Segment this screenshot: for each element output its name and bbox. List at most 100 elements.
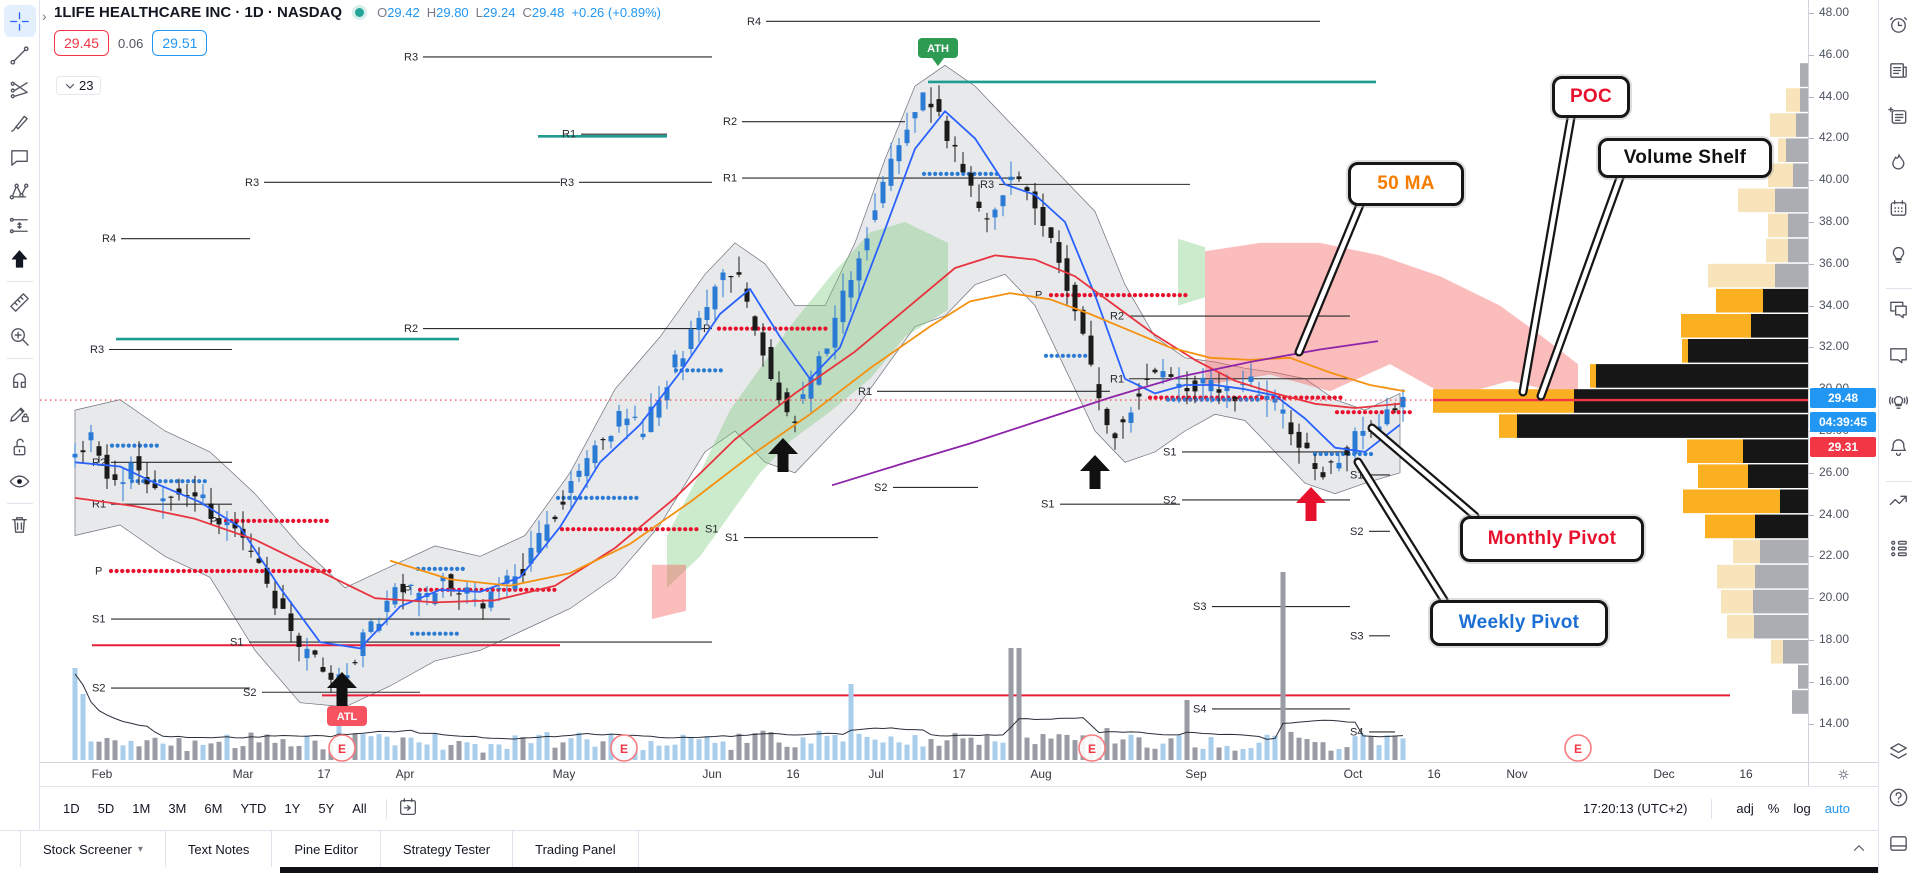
text-note-tool[interactable]	[4, 141, 36, 173]
tab-strategy-tester[interactable]: Strategy Tester	[381, 831, 514, 867]
pivot-dot-row	[555, 495, 639, 500]
ichimoku-cloud	[667, 222, 948, 588]
volume-profile-row	[1771, 640, 1783, 664]
lock-tool[interactable]	[4, 431, 36, 463]
signal-arrow[interactable]	[1080, 455, 1110, 489]
signal-arrow[interactable]	[327, 672, 357, 706]
toolbar-expander-icon[interactable]: ›	[42, 8, 47, 24]
eye-tool[interactable]	[4, 465, 36, 497]
price-axis[interactable]: 48.00 46.00 44.00 42.00 40.00 38.00 36.00 34.00…	[1808, 0, 1878, 762]
pivot-label: R3	[90, 344, 104, 356]
help-tool[interactable]	[1883, 781, 1915, 813]
ma-line[interactable]	[74, 110, 1401, 650]
gear-icon	[1838, 769, 1849, 780]
calendar-tool[interactable]	[1883, 192, 1915, 224]
range-button-1y[interactable]: 1Y	[284, 801, 301, 816]
range-button-3m[interactable]: 3M	[168, 801, 187, 816]
pivot-dot-row	[673, 368, 723, 373]
go-to-date-button[interactable]	[397, 796, 419, 821]
data-window-icon	[1888, 106, 1907, 124]
callout-monthly-pivot[interactable]: Monthly Pivot	[1460, 516, 1644, 562]
bottom-panel-tool[interactable]	[1883, 827, 1915, 859]
range-button-ytd[interactable]: YTD	[240, 801, 267, 816]
range-button-1d[interactable]: 1D	[63, 801, 80, 816]
volume-profile-row	[1596, 364, 1808, 388]
fib-tools-tool[interactable]	[4, 73, 36, 105]
ideas-bulb-tool[interactable]	[1883, 238, 1915, 270]
forecast-tool[interactable]	[4, 209, 36, 241]
trash-tool[interactable]	[4, 508, 36, 540]
news-tool[interactable]	[1883, 54, 1915, 86]
range-button-5d[interactable]: 5D	[97, 801, 115, 816]
range-button-5y[interactable]: 5Y	[318, 801, 335, 816]
pivot-label: R1	[858, 386, 872, 398]
data-window-tool[interactable]	[1883, 100, 1915, 132]
chart-area[interactable]: R4 R3 R2 R1 S1 S2 R3 R3 S1 S2 R2 R3 R1 R4 R2 R1 R3 R1 R2 R1…	[40, 0, 1878, 762]
earnings-marker[interactable]: E	[1078, 734, 1106, 762]
divider	[6, 358, 33, 359]
object-tree-tool[interactable]	[1883, 735, 1915, 767]
pivot-label: R2	[723, 116, 737, 128]
tab-trading-panel[interactable]: Trading Panel	[513, 831, 639, 867]
dom-tool[interactable]	[1883, 532, 1915, 564]
xabcd-pattern-tool[interactable]	[4, 175, 36, 207]
magnet-tool[interactable]	[4, 363, 36, 395]
earnings-marker[interactable]: E	[328, 734, 356, 762]
brush-tool[interactable]	[4, 107, 36, 139]
range-button-6m[interactable]: 6M	[204, 801, 223, 816]
volume-profile-row	[1721, 589, 1753, 614]
callout-volume-shelf[interactable]: Volume Shelf	[1598, 138, 1772, 178]
buy-price-button[interactable]: 29.51	[152, 30, 208, 56]
sell-price-button[interactable]: 29.45	[54, 30, 110, 56]
arrow-marker-tool[interactable]	[4, 243, 36, 275]
time-axis[interactable]: Feb Mar 17 Apr May Jun 16 Jul 17 Aug Sep Oct 16 Nov De…	[40, 762, 1878, 786]
callout-weekly-pivot[interactable]: Weekly Pivot	[1430, 600, 1608, 646]
indicators-collapse-button[interactable]: 23	[56, 76, 102, 95]
clock[interactable]: 17:20:13 (UTC+2)	[1582, 801, 1688, 816]
zoom-in-tool[interactable]	[4, 320, 36, 352]
earnings-marker[interactable]: E	[1564, 734, 1592, 762]
collapse-panel-button[interactable]	[1850, 839, 1868, 860]
zoom-in-icon	[11, 327, 29, 346]
tab-text-notes[interactable]: Text Notes	[166, 831, 273, 867]
svg-text:P: P	[1035, 290, 1042, 302]
crosshair-tool[interactable]	[3, 5, 36, 37]
alerts-bell-tool[interactable]	[1883, 431, 1915, 463]
text-note-icon	[11, 149, 28, 166]
signal-arrow[interactable]	[768, 438, 798, 472]
alarm-clock-tool[interactable]	[1883, 8, 1915, 40]
ma-line[interactable]	[74, 254, 1401, 604]
range-button-1m[interactable]: 1M	[132, 801, 151, 816]
axis-button-log[interactable]: log	[1793, 801, 1811, 816]
time-tick: Sep	[1185, 767, 1207, 781]
axis-button-%[interactable]: %	[1767, 801, 1780, 816]
tab-pine-editor[interactable]: Pine Editor	[272, 831, 381, 867]
public-chats-tool[interactable]	[1883, 293, 1915, 325]
symbol-title[interactable]: 1LIFE HEALTHCARE INC · 1D · NASDAQ	[54, 4, 343, 21]
streams-bulb-tool[interactable]	[1883, 385, 1915, 417]
hotlist-flame-tool[interactable]	[1883, 146, 1915, 178]
market-movers-tool[interactable]	[1883, 486, 1915, 518]
time-tick: 17	[952, 767, 966, 781]
private-chat-tool[interactable]	[1883, 339, 1915, 371]
trend-line-tool[interactable]	[4, 39, 36, 71]
ruler-tool[interactable]	[4, 286, 36, 318]
callout-50-ma[interactable]: 50 MA	[1348, 162, 1464, 206]
axis-button-auto[interactable]: auto	[1824, 801, 1850, 816]
tab-stock-screener[interactable]: Stock Screener ▾	[20, 831, 166, 867]
signal-arrow[interactable]	[1296, 487, 1326, 521]
price-tick: 20.00	[1809, 590, 1849, 604]
drawing-edit-lock-tool[interactable]	[4, 397, 36, 429]
time-tick: May	[552, 767, 576, 781]
calendar-icon	[1890, 199, 1907, 216]
axis-button-adj[interactable]: adj	[1736, 801, 1754, 816]
callout-poc[interactable]: POC	[1552, 76, 1630, 118]
earnings-marker[interactable]: E	[610, 734, 638, 762]
axis-settings-button[interactable]	[1808, 763, 1878, 786]
range-button-all[interactable]: All	[352, 801, 367, 816]
volume-profile-row	[1716, 288, 1763, 313]
svg-text:P: P	[210, 515, 217, 527]
divider	[385, 798, 387, 819]
streams-bulb-icon	[1888, 395, 1909, 409]
